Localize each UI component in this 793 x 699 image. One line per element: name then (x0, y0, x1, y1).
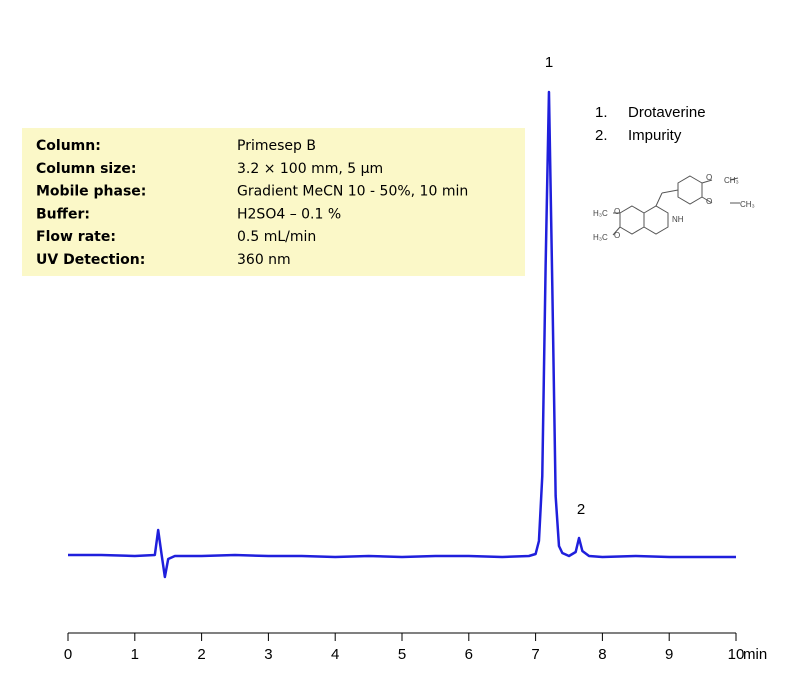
atom-label: O (614, 207, 620, 216)
x-tick-label: 0 (64, 646, 72, 663)
condition-value: 360 nm (237, 252, 291, 268)
peak-label: 2 (577, 501, 585, 518)
conditions-box (22, 128, 525, 276)
atom-label: H₃C (593, 233, 608, 242)
x-tick-label: 6 (465, 646, 473, 663)
peak-label: 1 (545, 54, 553, 71)
atom-label: CH₃ (724, 176, 739, 185)
x-tick-label: 7 (531, 646, 539, 663)
legend-name: Impurity (628, 127, 682, 144)
atom-label: O (614, 231, 620, 240)
condition-value: 0.5 mL/min (237, 229, 316, 245)
atom-label: CH₃ (740, 200, 755, 209)
condition-value: 3.2 × 100 mm, 5 µm (237, 161, 383, 177)
condition-label: Buffer: (36, 206, 90, 222)
x-tick-label: 1 (131, 646, 139, 663)
condition-label: Column size: (36, 161, 136, 177)
condition-label: Mobile phase: (36, 184, 146, 200)
condition-label: Flow rate: (36, 229, 116, 245)
x-axis-label: min (743, 646, 767, 663)
atom-label: NH (672, 215, 684, 224)
atom-label: O (706, 173, 712, 182)
condition-label: Column: (36, 138, 101, 154)
condition-value: Gradient MeCN 10 - 50%, 10 min (237, 184, 468, 200)
atom-label: O (706, 197, 712, 206)
x-tick-label: 9 (665, 646, 673, 663)
x-tick-label: 2 (197, 646, 205, 663)
legend-name: Drotaverine (628, 104, 706, 121)
x-tick-label: 8 (598, 646, 606, 663)
condition-label: UV Detection: (36, 252, 145, 268)
x-tick-label: 3 (264, 646, 272, 663)
condition-value: Primesep B (237, 138, 316, 154)
structure (612, 175, 740, 236)
legend-number: 2. (595, 127, 608, 144)
x-tick-label: 5 (398, 646, 406, 663)
condition-value: H2SO4 – 0.1 % (237, 206, 341, 222)
atom-label: H₃C (593, 209, 608, 218)
x-tick-label: 10 (728, 646, 745, 663)
trace (68, 90, 736, 579)
x-tick-label: 4 (331, 646, 339, 663)
legend-number: 1. (595, 104, 608, 121)
